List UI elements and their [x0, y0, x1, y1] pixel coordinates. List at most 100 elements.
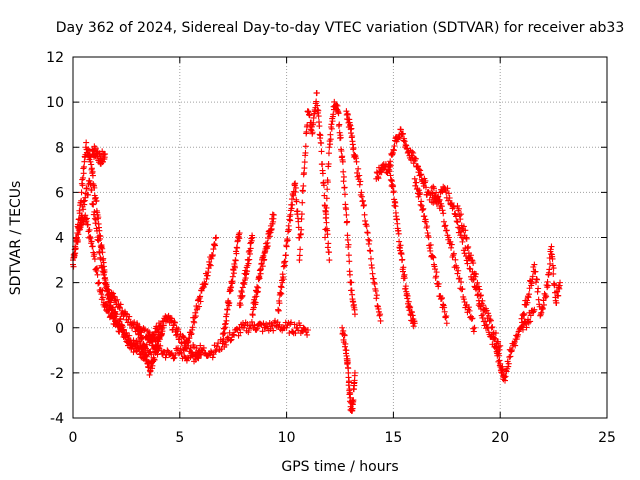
data-point — [443, 320, 450, 327]
data-point — [220, 338, 227, 345]
data-point — [171, 354, 178, 361]
data-point — [88, 186, 95, 193]
data-point — [115, 328, 122, 335]
data-point — [102, 151, 109, 158]
data-point — [297, 246, 304, 253]
data-point — [92, 216, 99, 223]
series-rise-hour-8 — [236, 232, 256, 309]
data-point — [408, 309, 415, 316]
data-point — [301, 325, 308, 332]
data-point — [457, 216, 464, 223]
data-point — [397, 242, 404, 249]
series-flat-hour-6-to-9 — [187, 317, 311, 361]
data-point — [236, 229, 243, 236]
data-point — [550, 270, 557, 277]
data-point — [475, 283, 482, 290]
data-point — [214, 343, 221, 350]
data-point — [90, 201, 97, 208]
data-point — [366, 237, 373, 244]
data-point — [455, 224, 462, 231]
data-point — [117, 301, 124, 308]
data-point — [287, 217, 294, 224]
data-point — [256, 275, 263, 282]
data-point — [452, 256, 459, 263]
data-point — [318, 140, 325, 147]
data-point — [293, 198, 300, 205]
data-point — [409, 312, 416, 319]
data-point — [96, 279, 103, 286]
data-point — [377, 317, 384, 324]
data-point — [251, 294, 258, 301]
data-point — [109, 304, 116, 311]
data-point — [465, 304, 472, 311]
data-point — [417, 189, 424, 196]
data-point — [450, 250, 457, 257]
data-point — [239, 292, 246, 299]
data-point — [356, 172, 363, 179]
data-point — [325, 249, 332, 256]
data-point — [212, 242, 219, 249]
data-point — [294, 208, 301, 215]
data-point — [229, 273, 236, 280]
data-point — [469, 315, 476, 322]
data-point — [101, 268, 108, 275]
data-point — [466, 265, 473, 272]
data-point — [519, 319, 526, 326]
data-point — [455, 267, 462, 274]
data-point — [164, 347, 171, 354]
data-point — [557, 279, 564, 286]
data-point — [340, 327, 347, 334]
data-point — [160, 322, 167, 329]
data-point — [414, 163, 421, 170]
data-point — [211, 342, 218, 349]
data-point — [119, 323, 126, 330]
data-point — [303, 128, 310, 135]
data-point — [532, 268, 539, 275]
data-point — [261, 256, 268, 263]
data-point — [299, 188, 306, 195]
data-point — [223, 341, 230, 348]
data-point — [197, 342, 204, 349]
data-point — [209, 354, 216, 361]
data-point — [350, 144, 357, 151]
data-point — [464, 260, 471, 267]
data-point — [276, 300, 283, 307]
data-point — [435, 280, 442, 287]
data-point — [266, 233, 273, 240]
data-point — [278, 290, 285, 297]
data-point — [339, 324, 346, 331]
data-point — [324, 231, 331, 238]
data-point — [531, 306, 538, 313]
data-point — [471, 324, 478, 331]
data-point — [279, 279, 286, 286]
data-point — [272, 317, 279, 324]
data-point — [525, 319, 532, 326]
data-point — [325, 240, 332, 247]
data-point — [230, 270, 237, 277]
series-trough-hour-20 — [475, 300, 538, 384]
data-point — [77, 224, 84, 231]
data-point — [549, 255, 556, 262]
data-point — [296, 234, 303, 241]
data-point — [343, 206, 350, 213]
data-point — [151, 335, 158, 342]
data-point — [427, 241, 434, 248]
data-point — [126, 313, 133, 320]
data-point — [442, 222, 449, 229]
data-point — [539, 305, 546, 312]
data-point — [483, 307, 490, 314]
series-early-cluster-d — [89, 143, 109, 167]
data-point — [364, 229, 371, 236]
data-point — [459, 286, 466, 293]
data-point — [231, 264, 238, 271]
data-point — [248, 318, 255, 325]
x-tick-label: 20 — [491, 430, 509, 446]
data-point — [454, 202, 461, 209]
data-point — [78, 189, 85, 196]
data-point — [335, 110, 342, 117]
data-point — [496, 357, 503, 364]
data-point — [330, 111, 337, 118]
data-point — [458, 211, 465, 218]
x-tick-labels: 0 5 10 15 20 25 — [69, 430, 616, 446]
data-point — [462, 227, 469, 234]
